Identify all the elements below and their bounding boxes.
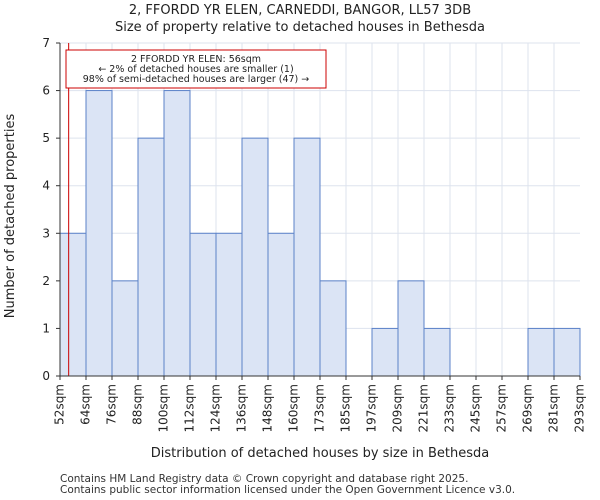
x-tick-label: 185sqm [339, 384, 353, 432]
x-tick-label: 124sqm [209, 384, 223, 432]
x-tick-label: 197sqm [365, 384, 379, 432]
bar [163, 90, 191, 377]
x-tick-label: 221sqm [417, 384, 431, 432]
footer-line-2: Contains public sector information licen… [60, 484, 516, 496]
y-tick-label: 6 [42, 84, 50, 98]
annotation-box: 2 FFORDD YR ELEN: 56sqm ← 2% of detached… [65, 49, 327, 89]
x-tick-label: 52sqm [53, 384, 67, 425]
bar [319, 280, 347, 377]
bar [59, 232, 87, 377]
footer-line-1: Contains HM Land Registry data © Crown c… [60, 473, 469, 485]
bar [215, 232, 243, 377]
bar [397, 280, 425, 377]
y-tick-label: 1 [42, 321, 50, 335]
x-tick-label: 233sqm [443, 384, 457, 432]
bar [85, 90, 113, 377]
bar [293, 137, 321, 377]
annotation-line-3: 98% of semi-detached houses are larger (… [83, 74, 310, 85]
annotation-line-2: ← 2% of detached houses are smaller (1) [98, 64, 293, 75]
x-tick-label: 88sqm [131, 384, 145, 425]
bar [189, 232, 217, 377]
y-tick-label: 2 [42, 274, 50, 288]
page-title: 2, FFORDD YR ELEN, CARNEDDI, BANGOR, LL5… [128, 3, 472, 18]
footer: Contains HM Land Registry data © Crown c… [60, 474, 515, 496]
bars [59, 90, 581, 377]
x-tick-label: 209sqm [391, 384, 405, 432]
bar [527, 327, 555, 377]
page-subtitle: Size of property relative to detached ho… [114, 20, 486, 35]
axes [56, 42, 581, 380]
x-tick-label: 112sqm [183, 384, 197, 432]
bar [371, 327, 399, 377]
x-axis-label: Distribution of detached houses by size … [151, 446, 489, 461]
bar [267, 232, 295, 377]
x-tick-label: 269sqm [521, 384, 535, 432]
tick-labels: 0 1 2 3 4 5 6 7 52sqm 64sqm 76sqm 88sqm 100sqm 112sqm… [42, 36, 586, 432]
x-tick-label: 281sqm [547, 384, 561, 432]
y-tick-label: 4 [42, 179, 50, 193]
x-tick-label: 136sqm [235, 384, 249, 432]
x-tick-label: 160sqm [287, 384, 301, 432]
x-tick-label: 100sqm [157, 384, 171, 432]
x-tick-label: 257sqm [495, 384, 509, 432]
bar [553, 327, 581, 377]
y-tick-label: 0 [42, 369, 50, 383]
x-tick-label: 64sqm [79, 384, 93, 425]
x-tick-label: 148sqm [261, 384, 275, 432]
bar [137, 137, 165, 377]
bar [423, 327, 451, 377]
annotation-frame [65, 49, 327, 89]
x-tick-label: 173sqm [313, 384, 327, 432]
annotation-line-1: 2 FFORDD YR ELEN: 56sqm [131, 54, 261, 65]
x-tick-label: 293sqm [573, 384, 587, 432]
x-tick-label: 76sqm [105, 384, 119, 425]
y-tick-label: 3 [42, 226, 50, 240]
x-tick-label: 245sqm [469, 384, 483, 432]
y-tick-label: 5 [42, 131, 50, 145]
bar [241, 137, 269, 377]
y-axis-label: Number of detached properties [3, 114, 18, 319]
y-tick-label: 7 [42, 36, 50, 50]
bar [111, 280, 139, 377]
